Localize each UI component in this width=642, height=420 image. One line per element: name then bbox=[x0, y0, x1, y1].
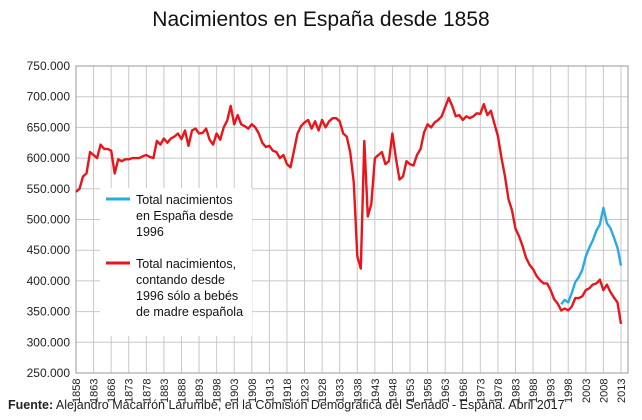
plot-area-border bbox=[75, 65, 629, 374]
x-tick-label: 1948 bbox=[387, 379, 399, 403]
x-tick-label: 2008 bbox=[598, 379, 610, 403]
x-tick-label: 1923 bbox=[300, 379, 312, 403]
x-tick-label: 1953 bbox=[405, 379, 417, 403]
y-tick-label: 600.000 bbox=[27, 151, 71, 165]
series-line-total-births bbox=[560, 206, 623, 305]
y-tick-label: 500.000 bbox=[27, 213, 71, 227]
x-tick-label: 1893 bbox=[194, 379, 206, 403]
y-tick-label: 400.000 bbox=[27, 274, 71, 288]
x-tick-label: 1863 bbox=[89, 379, 101, 403]
x-tick-label: 1903 bbox=[229, 379, 241, 403]
x-tick-label: 2013 bbox=[616, 379, 628, 403]
x-tick-label: 1898 bbox=[212, 379, 224, 403]
x-tick-label: 1968 bbox=[458, 379, 470, 403]
source-note: Fuente: Alejandro Macarrón Larumbe, en l… bbox=[8, 398, 565, 412]
legend-entry-total-births: Total nacimientos en España desde 1996 bbox=[106, 193, 233, 239]
y-tick-label: 300.000 bbox=[27, 335, 71, 349]
legend-label-line: contando desde bbox=[136, 273, 225, 287]
x-tick-label: 1973 bbox=[475, 379, 487, 403]
legend-label-line: de madre española bbox=[136, 305, 243, 319]
y-tick-label: 450.000 bbox=[27, 243, 71, 257]
series-line-spanish-mother-births bbox=[75, 96, 623, 325]
x-tick-label: 1988 bbox=[528, 379, 540, 403]
source-prefix: Fuente: bbox=[8, 398, 54, 412]
y-tick-label: 250.000 bbox=[27, 366, 71, 380]
legend-entry-spanish-mother-births: Total nacimientos, contando desde 1996 sól… bbox=[106, 257, 243, 319]
x-tick-label: 2003 bbox=[581, 379, 593, 403]
x-tick-label: 1913 bbox=[264, 379, 276, 403]
legend-label-line: 1996 bbox=[136, 225, 164, 239]
legend-label-line: Total nacimientos bbox=[136, 193, 233, 207]
series-lines bbox=[75, 96, 623, 325]
chart-title: Nacimientos en España desde 1858 bbox=[152, 8, 490, 31]
x-tick-label: 1858 bbox=[71, 379, 83, 403]
x-tick-label: 1868 bbox=[106, 379, 118, 403]
y-tick-label: 550.000 bbox=[27, 182, 71, 196]
legend-label-line: Total nacimientos, bbox=[136, 257, 236, 271]
x-tick-label: 1883 bbox=[159, 379, 171, 403]
y-tick-label: 350.000 bbox=[27, 305, 71, 319]
x-tick-label: 1993 bbox=[546, 379, 558, 403]
x-tick-label: 1878 bbox=[141, 379, 153, 403]
x-axis-tick-labels: 1858 1863 1868 1873 1878 1883 1888 1893 1898 1903… bbox=[71, 379, 628, 403]
x-tick-label: 1958 bbox=[423, 379, 435, 403]
x-tick-label: 1998 bbox=[563, 379, 575, 403]
legend-label-line: 1996 sólo a bebés bbox=[136, 289, 238, 303]
legend-label-line: en España desde bbox=[136, 209, 233, 223]
x-tick-label: 1908 bbox=[247, 379, 259, 403]
x-tick-label: 1938 bbox=[352, 379, 364, 403]
y-tick-label: 750.000 bbox=[27, 59, 71, 73]
source-text: Alejandro Macarrón Larumbe, en la Comisi… bbox=[53, 398, 565, 412]
y-tick-label: 700.000 bbox=[27, 90, 71, 104]
x-tick-label: 1933 bbox=[335, 379, 347, 403]
x-tick-label: 1888 bbox=[176, 379, 188, 403]
x-tick-label: 1983 bbox=[510, 379, 522, 403]
x-tick-label: 1918 bbox=[282, 379, 294, 403]
x-tick-label: 1873 bbox=[124, 379, 136, 403]
y-tick-label: 650.000 bbox=[27, 120, 71, 134]
y-axis-tick-labels: 250.000 300.000 350.000 400.000 450.000 500.0… bbox=[27, 59, 71, 380]
x-tick-label: 1963 bbox=[440, 379, 452, 403]
x-tick-label: 1928 bbox=[317, 379, 329, 403]
x-tick-label: 1978 bbox=[493, 379, 505, 403]
x-tick-label: 1943 bbox=[370, 379, 382, 403]
